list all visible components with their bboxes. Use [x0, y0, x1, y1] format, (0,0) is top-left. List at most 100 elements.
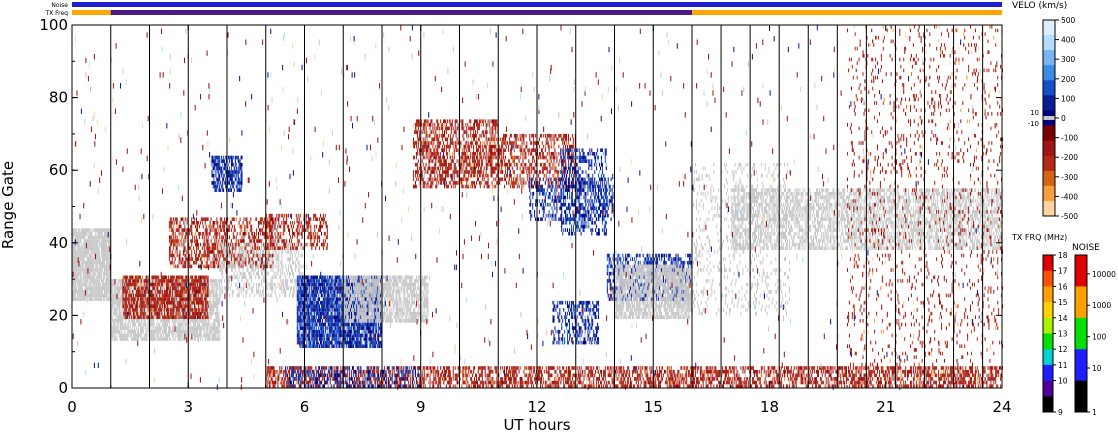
data-cell: [184, 286, 186, 291]
data-cell: [204, 322, 206, 327]
data-cell: [214, 162, 216, 167]
data-cell: [209, 311, 211, 316]
data-cell: [231, 159, 233, 163]
data-cell: [230, 257, 232, 261]
data-cell: [274, 231, 276, 236]
data-cell: [135, 304, 137, 309]
data-cell: [250, 271, 252, 276]
data-cell: [283, 217, 285, 222]
data-cell: [200, 308, 202, 312]
data-cell: [269, 239, 271, 243]
data-cell: [215, 231, 217, 236]
data-cell: [76, 297, 78, 301]
data-cell: [216, 329, 218, 334]
data-cell: [123, 275, 125, 280]
data-cell: [319, 235, 321, 240]
data-cell: [90, 257, 92, 261]
data-cell: [261, 228, 263, 232]
data-cell: [225, 257, 227, 261]
data-cell: [210, 311, 212, 316]
data-cell: [214, 181, 216, 185]
data-cell: [283, 282, 285, 287]
data-cell: [73, 282, 75, 287]
data-cell: [301, 300, 303, 305]
data-cell: [324, 221, 326, 225]
data-cell: [299, 308, 301, 312]
data-cell: [93, 268, 95, 272]
data-cell: [298, 275, 300, 280]
data-cell: [114, 304, 116, 309]
data-cell: [200, 319, 202, 323]
data-cell: [189, 257, 191, 261]
data-cell: [96, 242, 98, 247]
data-cell: [259, 228, 261, 232]
data-cell: [236, 253, 238, 258]
data-cell: [89, 282, 91, 287]
data-cell: [155, 282, 157, 287]
data-cell: [138, 275, 140, 280]
data-cell: [216, 242, 218, 247]
data-cell: [136, 337, 138, 341]
data-cell: [300, 333, 302, 338]
data-cell: [100, 286, 102, 291]
data-cell: [239, 224, 241, 229]
data-cell: [171, 326, 173, 330]
data-cell: [129, 329, 131, 334]
data-cell: [124, 329, 126, 334]
data-cell: [171, 286, 173, 291]
data-cell: [263, 260, 265, 265]
data-cell: [180, 279, 182, 283]
data-cell: [197, 246, 199, 251]
data-cell: [179, 326, 181, 330]
data-cell: [162, 311, 164, 316]
data-cell: [162, 286, 164, 291]
data-cell: [162, 315, 164, 320]
data-cell: [259, 260, 261, 265]
data-cell: [135, 333, 137, 338]
data-cell: [302, 264, 304, 269]
data-cell: [232, 264, 234, 269]
data-cell: [269, 217, 271, 222]
data-cell: [287, 213, 289, 218]
data-cell: [197, 221, 199, 225]
data-cell: [260, 239, 262, 243]
data-cell: [193, 329, 195, 334]
data-cell: [274, 290, 276, 294]
data-cell: [153, 333, 155, 338]
data-cell: [217, 282, 219, 287]
data-cell: [183, 221, 185, 225]
data-cell: [273, 271, 275, 276]
data-cell: [233, 162, 235, 167]
data-cell: [152, 311, 154, 316]
data-cell: [213, 290, 215, 294]
data-cell: [80, 282, 82, 287]
data-cell: [189, 326, 191, 330]
data-cell: [133, 308, 135, 312]
data-cell: [88, 282, 90, 287]
data-cell: [241, 257, 243, 261]
data-cell: [157, 290, 159, 294]
data-cell: [206, 217, 208, 222]
data-cell: [141, 282, 143, 287]
data-cell: [73, 279, 75, 283]
data-cell: [274, 239, 276, 243]
data-cell: [136, 311, 138, 316]
data-cell: [142, 279, 144, 283]
data-cell: [272, 235, 274, 240]
data-cell: [86, 239, 88, 243]
data-cell: [164, 319, 166, 323]
data-cell: [173, 329, 175, 334]
data-cell: [284, 293, 286, 298]
data-cell: [117, 297, 119, 301]
data-cell: [178, 231, 180, 236]
data-cell: [216, 297, 218, 301]
data-cell: [213, 333, 215, 338]
data-cell: [192, 297, 194, 301]
data-cell: [267, 242, 269, 247]
data-cell: [129, 319, 131, 323]
data-cell: [218, 166, 220, 171]
data-cell: [139, 275, 141, 280]
data-cell: [153, 290, 155, 294]
data-cell: [185, 246, 187, 251]
data-cell: [183, 311, 185, 316]
